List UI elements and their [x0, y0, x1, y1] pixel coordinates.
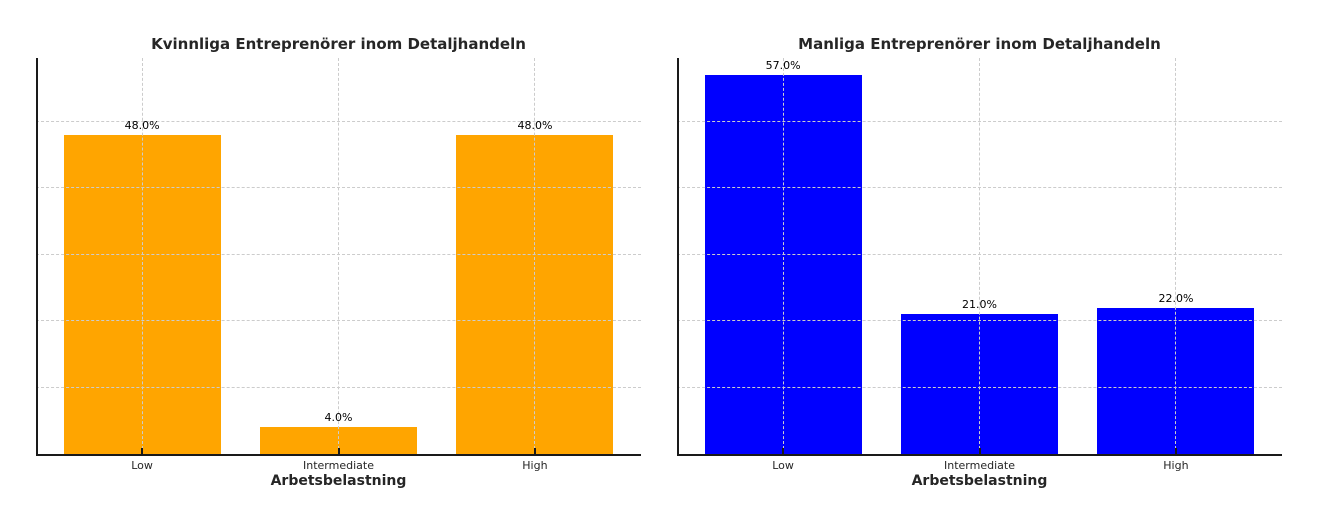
x-axis-label: Arbetsbelastning: [270, 473, 407, 489]
bar-value-label: 4.0%: [324, 411, 353, 425]
y-axis-spine: [677, 58, 679, 456]
x-tick-mark: [978, 448, 981, 455]
x-tick-label-high: High: [1163, 459, 1189, 472]
chart-title: Kvinnliga Entreprenörer inom Detaljhande…: [151, 35, 526, 53]
x-tick-label-low: Low: [772, 459, 794, 472]
x-tick-label-low: Low: [131, 459, 153, 472]
bar-value-label: 57.0%: [765, 59, 801, 73]
x-axis-spine: [677, 454, 1282, 456]
x-tick-label-intermediate: Intermediate: [303, 459, 374, 472]
x-tick-mark: [782, 448, 785, 455]
vertical-gridline: [782, 58, 784, 454]
vertical-gridline: [1175, 58, 1177, 454]
x-tick-mark: [533, 448, 536, 455]
x-tick-mark: [337, 448, 340, 455]
chart-female-entrepreneurs: Kvinnliga Entreprenörer inom Detaljhande…: [36, 35, 641, 489]
vertical-gridline: [338, 58, 339, 454]
y-axis-spine: [36, 58, 38, 456]
chart-male-entrepreneurs: Manliga Entreprenörer inom Detaljhandeln…: [677, 35, 1282, 489]
bar-value-label: 22.0%: [1158, 291, 1194, 305]
x-tick-mark: [1174, 448, 1177, 455]
x-tick-label-intermediate: Intermediate: [944, 459, 1015, 472]
x-axis-spine: [36, 454, 641, 456]
bar-value-label: 48.0%: [517, 119, 553, 133]
bar-value-label: 48.0%: [124, 119, 160, 133]
x-tick-label-high: High: [522, 459, 548, 472]
x-tick-mark: [141, 448, 144, 455]
vertical-gridline: [979, 58, 980, 454]
bar-value-label: 21.0%: [962, 298, 997, 312]
vertical-gridline: [141, 58, 143, 454]
x-axis-label: Arbetsbelastning: [911, 473, 1048, 489]
chart-title: Manliga Entreprenörer inom Detaljhandeln: [798, 35, 1161, 53]
vertical-gridline: [534, 58, 536, 454]
